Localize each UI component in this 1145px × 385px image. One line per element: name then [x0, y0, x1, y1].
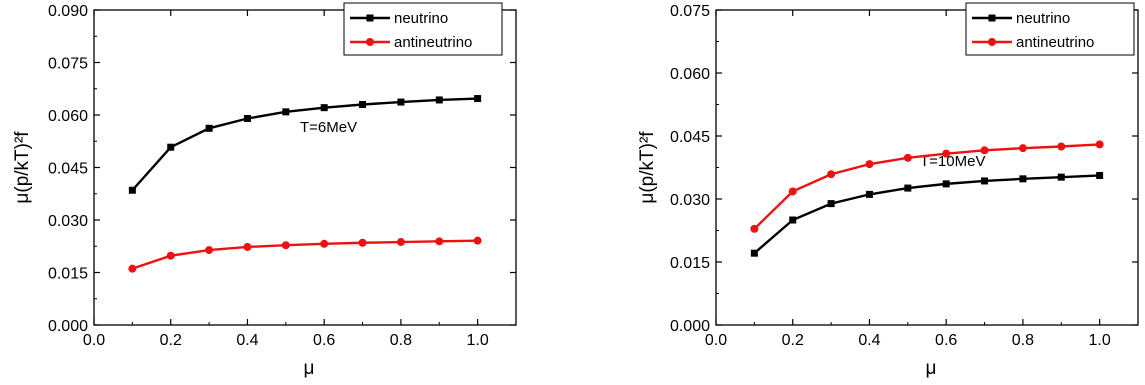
- data-point-neutrino: [243, 115, 251, 122]
- series-line-neutrino: [753, 174, 1100, 255]
- legend-marker-neutrino: [988, 14, 996, 22]
- x-tick-label: 0.2: [160, 332, 182, 349]
- legend-marker-antineutrino: [366, 38, 374, 46]
- x-tick-label: 0.6: [313, 332, 335, 349]
- data-point-neutrino: [789, 216, 797, 224]
- x-tick-label: 0.2: [782, 332, 804, 349]
- data-point-antineutrino: [435, 237, 444, 246]
- data-point-antineutrino: [243, 242, 252, 251]
- series-line-neutrino: [131, 97, 478, 192]
- series-neutrino: [750, 171, 1104, 257]
- data-point-neutrino: [320, 104, 328, 112]
- data-point-antineutrino: [320, 239, 329, 248]
- legend-marker-antineutrino: [988, 38, 996, 46]
- data-point-antineutrino: [750, 224, 759, 233]
- series-line-antineutrino: [753, 143, 1100, 230]
- data-point-antineutrino: [1057, 142, 1066, 151]
- y-tick-label: 0.060: [48, 108, 88, 125]
- y-tick-label: 0.000: [670, 318, 710, 335]
- data-point-neutrino: [865, 190, 873, 198]
- y-tick-label: 0.045: [48, 161, 88, 178]
- y-axis-title: μ(p/kT)²f: [637, 131, 658, 204]
- legend-box: [343, 2, 503, 56]
- x-tick-label: 1.0: [1089, 332, 1111, 349]
- data-point-antineutrino: [473, 236, 482, 245]
- data-point-neutrino: [1096, 171, 1104, 179]
- series-line-antineutrino: [131, 239, 478, 270]
- data-point-antineutrino: [788, 187, 797, 196]
- data-point-antineutrino: [827, 170, 836, 179]
- legend-label-neutrino: neutrino: [1016, 10, 1070, 27]
- data-point-neutrino: [1057, 173, 1065, 181]
- data-point-neutrino: [1019, 175, 1027, 183]
- data-point-antineutrino: [128, 264, 137, 273]
- y-axis-title: μ(p/kT)²f: [12, 131, 33, 204]
- data-point-antineutrino: [1018, 144, 1027, 153]
- y-tick-label: 0.060: [670, 66, 710, 83]
- data-point-neutrino: [359, 101, 367, 108]
- y-tick-label: 0.030: [670, 192, 710, 209]
- y-tick-label: 0.000: [48, 318, 88, 335]
- x-tick-label: 0.0: [83, 332, 105, 349]
- data-point-neutrino: [981, 177, 989, 185]
- data-point-antineutrino: [942, 149, 951, 158]
- legend-box: [965, 2, 1135, 56]
- legend: neutrino antineutrino: [965, 2, 1135, 56]
- y-tick-label: 0.075: [670, 3, 710, 20]
- data-point-antineutrino: [980, 146, 989, 155]
- legend-marker-neutrino: [366, 14, 374, 22]
- data-point-antineutrino: [903, 153, 912, 162]
- data-point-neutrino: [205, 124, 213, 132]
- data-point-neutrino: [474, 95, 482, 103]
- x-tick-label: 1.0: [467, 332, 489, 349]
- plot-frame: [93, 9, 517, 326]
- data-point-neutrino: [128, 186, 136, 194]
- legend-label-neutrino: neutrino: [394, 10, 448, 27]
- data-point-neutrino: [435, 96, 443, 104]
- x-tick-label: 0.4: [858, 332, 880, 349]
- x-tick-label: 0.8: [390, 332, 412, 349]
- data-point-antineutrino: [865, 160, 874, 169]
- data-point-neutrino: [397, 98, 405, 106]
- legend-label-antineutrino: antineutrino: [394, 34, 472, 51]
- temperature-annotation: T=6MeV: [300, 119, 357, 136]
- series-antineutrino: [750, 140, 1104, 233]
- y-tick-label: 0.045: [670, 129, 710, 146]
- y-tick-label: 0.090: [48, 3, 88, 20]
- y-tick-label: 0.015: [670, 255, 710, 272]
- x-tick-label: 0.4: [236, 332, 258, 349]
- y-tick-label: 0.030: [48, 213, 88, 230]
- data-point-neutrino: [942, 180, 950, 188]
- x-tick-label: 0.8: [1012, 332, 1034, 349]
- data-point-neutrino: [282, 108, 290, 116]
- data-point-antineutrino: [358, 238, 367, 247]
- y-tick-label: 0.075: [48, 56, 88, 73]
- series-neutrino: [128, 95, 482, 194]
- data-point-antineutrino: [1095, 140, 1104, 149]
- x-tick-label: 0.0: [705, 332, 727, 349]
- x-axis-title: μ: [304, 358, 315, 379]
- y-tick-label: 0.015: [48, 266, 88, 283]
- legend-label-antineutrino: antineutrino: [1016, 34, 1094, 51]
- data-point-antineutrino: [166, 251, 175, 260]
- series-antineutrino: [128, 236, 482, 273]
- chart-panel-2: 0.0 0.2 0.4 0.6 0.8 1.0 0.000 0.015 0.030 0.045 0.…: [637, 2, 1139, 379]
- x-tick-label: 0.6: [935, 332, 957, 349]
- x-axis-title: μ: [926, 358, 937, 379]
- data-point-neutrino: [167, 143, 175, 151]
- data-point-antineutrino: [205, 246, 214, 255]
- chart-panel-1: 0.0 0.2 0.4 0.6 0.8 1.0 0.000 0.015 0.030 0.045 0.…: [12, 2, 517, 379]
- data-point-antineutrino: [281, 241, 290, 250]
- temperature-annotation: T=10MeV: [920, 153, 985, 170]
- data-point-neutrino: [750, 249, 758, 257]
- data-point-neutrino: [827, 200, 835, 208]
- legend: neutrino antineutrino: [343, 2, 503, 56]
- data-point-neutrino: [904, 184, 912, 192]
- data-point-antineutrino: [396, 238, 405, 247]
